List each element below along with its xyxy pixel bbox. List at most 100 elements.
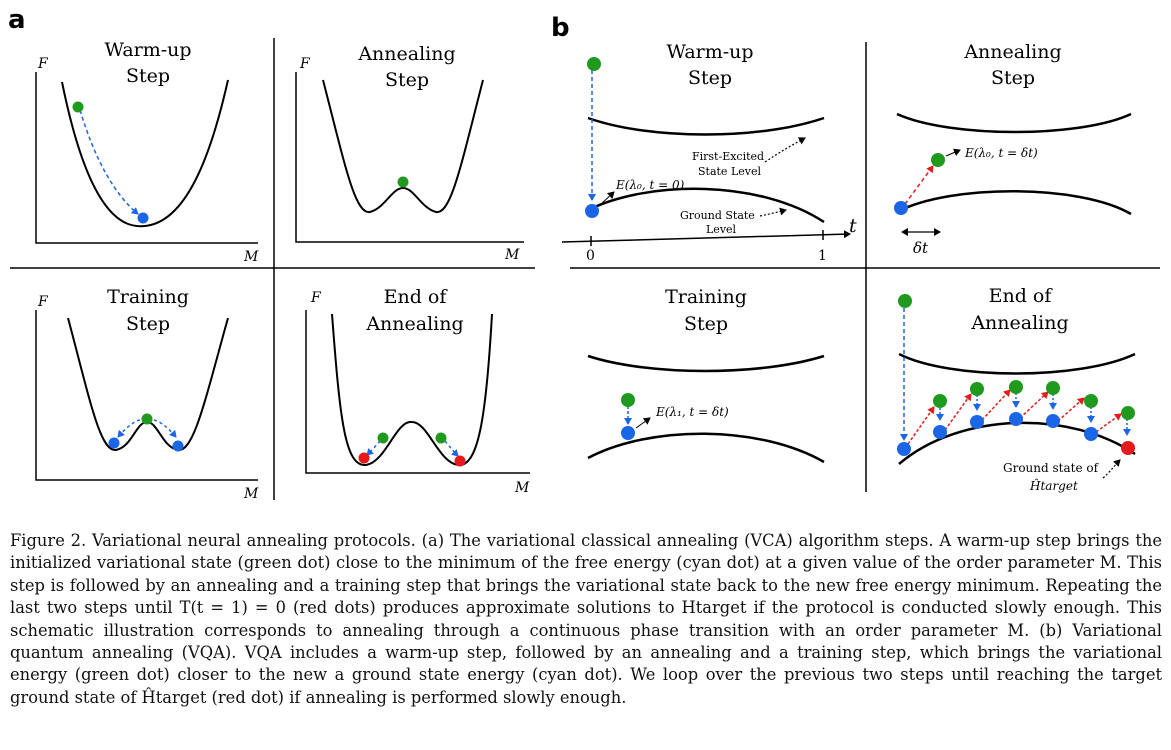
axis-label-F: F [299,56,311,72]
panel-b: b Warm-up Step 0 1 t First-Excited State… [551,13,1160,493]
training-arrow-left [117,419,141,438]
panel-b-training-title-1: Training [665,286,747,308]
ground-state-level [896,190,1132,216]
eq-train: E(λ₁, t = δt) [655,405,729,419]
cyan-dot [933,425,947,439]
axis-label-F: F [37,294,49,310]
red-dot-right [454,455,466,467]
red-arrow [1057,397,1085,422]
eq-pointer [599,191,615,206]
panel-a-annealing-title-2: Step [385,69,429,91]
panel-a-end: End of Annealing F M [305,286,530,496]
delta-t-label: δt [913,239,929,257]
green-dot [1009,380,1023,394]
panel-a-warmup: Warm-up Step F M [35,39,259,265]
green-dot [970,382,984,396]
axis-label-F: F [37,56,49,72]
panel-a-annealing: Annealing Step F M [295,43,524,263]
axis [295,72,524,243]
end-arrow-left [366,440,381,456]
panel-a: a Warm-up Step F M Annealing Step F M [8,5,535,502]
cyan-dot [621,426,635,440]
panel-a-end-title-2: Annealing [365,313,463,335]
panel-b-training-title-2: Step [684,313,728,335]
green-dot [587,57,601,71]
panel-a-training-title-1: Training [107,286,189,308]
green-dot-start [898,294,912,308]
ground-target-label-1: Ground state of [1003,461,1100,475]
green-dot-left [377,432,389,444]
first-excited-level [896,112,1132,134]
green-dot [933,394,947,408]
panel-b-end-title-1: End of [989,285,1054,307]
panel-b-annealing-title-1: Annealing [963,41,1061,63]
green-dot [931,153,945,167]
first-excited-pointer [764,137,806,163]
panel-b-end-title-2: Annealing [970,312,1068,334]
ground-state-label-2: Level [706,223,737,236]
cyan-dot-left [108,437,120,449]
red-arrow [981,389,1011,421]
axis-label-M: M [243,249,259,265]
axis-label-F: F [310,290,322,306]
training-arrow-right [153,419,177,438]
axis-label-M: M [514,480,530,496]
green-dot [1121,406,1135,420]
red-dot [1121,441,1135,455]
panel-a-warmup-title-2: Step [126,65,170,87]
cyan-dot [1084,427,1098,441]
tick-label-1: 1 [818,248,827,264]
red-arrow [944,393,972,431]
green-dot [397,176,409,188]
panel-b-warmup-title-1: Warm-up [666,41,753,63]
red-dot-left [358,452,370,464]
annealing-training-loop [897,380,1135,456]
first-excited-level [587,116,825,136]
eq-warmup: E(λ₀, t = 0) [615,178,685,192]
ground-state-label-1: Ground State [680,209,755,222]
cyan-dot [137,212,149,224]
axis-label-M: M [504,247,520,263]
free-energy-curve [67,317,229,451]
axis [305,310,530,474]
eq-anneal: E(λ₀, t = δt) [964,146,1038,160]
panel-b-warmup: Warm-up Step 0 1 t First-Excited State L… [561,41,857,264]
axis-label-M: M [243,486,259,502]
cyan-dot [585,204,599,218]
panel-b-letter: b [551,13,570,43]
cyan-dot-right [172,440,184,452]
axis [35,72,258,244]
panel-b-warmup-title-2: Step [688,67,732,89]
cyan-dot [1009,412,1023,426]
free-energy-curve [61,79,229,228]
ground-state-level [587,187,825,224]
panel-a-annealing-title-1: Annealing [357,43,455,65]
cyan-dot [970,415,984,429]
red-arrow [1095,413,1122,433]
figure-2: a Warm-up Step F M Annealing Step F M [8,5,1160,502]
green-dot [141,413,153,425]
ground-target-pointer [1102,459,1121,479]
axis-label-t: t [849,215,857,237]
annealing-arrow [904,165,934,205]
free-energy-curve [322,79,484,214]
axis [35,310,258,481]
cyan-dot [1046,414,1060,428]
green-dot [72,101,84,113]
cyan-dot [894,201,908,215]
panel-a-training: Training Step F M [35,286,259,502]
red-arrow [907,406,935,445]
warmup-arrow [79,109,139,215]
ground-target-label-2: Ĥtarget [1029,478,1078,493]
eq-pointer [945,148,961,157]
free-energy-curve [331,313,493,467]
eq-pointer [635,417,651,429]
panel-b-training: Training Step E(λ₁, t = δt) [587,286,825,464]
panel-b-end: End of Annealing [897,285,1136,493]
end-arrow-right [444,440,459,457]
green-dot [621,393,635,407]
time-axis [561,230,851,243]
panel-b-annealing-title-2: Step [991,67,1035,89]
ground-state-level [587,432,825,464]
green-dot [1046,381,1060,395]
